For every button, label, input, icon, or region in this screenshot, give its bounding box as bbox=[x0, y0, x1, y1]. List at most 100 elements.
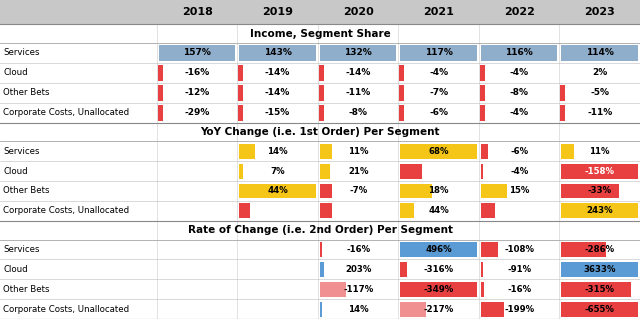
Text: 2022: 2022 bbox=[504, 7, 534, 17]
Text: -349%: -349% bbox=[424, 285, 454, 294]
Text: 157%: 157% bbox=[183, 48, 211, 57]
Bar bbox=[320, 144, 332, 159]
Text: 2021: 2021 bbox=[423, 7, 454, 17]
Text: 7%: 7% bbox=[270, 167, 285, 175]
Text: 2020: 2020 bbox=[343, 7, 374, 17]
Text: -29%: -29% bbox=[184, 108, 210, 117]
Bar bbox=[320, 164, 330, 179]
Bar bbox=[0, 181, 640, 201]
Bar bbox=[401, 282, 477, 297]
Bar bbox=[238, 85, 243, 101]
Text: -45%: -45% bbox=[427, 167, 451, 175]
Text: 44%: 44% bbox=[268, 187, 288, 196]
Bar bbox=[561, 262, 638, 277]
Text: -14%: -14% bbox=[346, 68, 371, 77]
Text: 68%: 68% bbox=[428, 147, 449, 156]
Text: Rate of Change (i.e. 2nd Order) Per Segment: Rate of Change (i.e. 2nd Order) Per Segm… bbox=[188, 225, 452, 235]
Bar bbox=[0, 221, 640, 240]
Bar bbox=[320, 45, 396, 61]
Text: -315%: -315% bbox=[585, 285, 615, 294]
Bar bbox=[0, 83, 640, 103]
Text: 2018: 2018 bbox=[182, 7, 212, 17]
Bar bbox=[0, 240, 640, 259]
Text: Corporate Costs, Unallocated: Corporate Costs, Unallocated bbox=[3, 206, 129, 215]
Bar bbox=[401, 144, 477, 159]
Text: 3633%: 3633% bbox=[584, 265, 616, 274]
Text: 2019: 2019 bbox=[262, 7, 293, 17]
Bar bbox=[0, 0, 640, 24]
Text: -217%: -217% bbox=[424, 305, 454, 314]
Bar bbox=[481, 262, 483, 277]
Bar bbox=[401, 302, 426, 316]
Bar bbox=[561, 144, 574, 159]
Bar bbox=[481, 204, 495, 218]
Bar bbox=[401, 204, 414, 218]
Text: YoY Change (i.e. 1st Order) Per Segment: YoY Change (i.e. 1st Order) Per Segment bbox=[200, 127, 440, 137]
Bar bbox=[320, 183, 332, 198]
Text: -158%: -158% bbox=[585, 167, 615, 175]
Bar bbox=[238, 65, 243, 81]
Text: -4%: -4% bbox=[429, 68, 448, 77]
Bar bbox=[401, 45, 477, 61]
Bar bbox=[481, 164, 483, 179]
Text: Cloud: Cloud bbox=[3, 68, 28, 77]
Text: 21%: 21% bbox=[348, 167, 369, 175]
Text: 11%: 11% bbox=[589, 147, 610, 156]
Text: -316%: -316% bbox=[424, 265, 454, 274]
Text: -286%: -286% bbox=[585, 245, 615, 254]
Bar bbox=[0, 279, 640, 299]
Bar bbox=[399, 105, 404, 121]
Bar bbox=[401, 164, 422, 179]
Text: -38%: -38% bbox=[346, 206, 370, 215]
Bar bbox=[481, 302, 504, 316]
Bar bbox=[481, 144, 488, 159]
Bar bbox=[399, 85, 404, 101]
Text: -6%: -6% bbox=[510, 147, 528, 156]
Bar bbox=[401, 183, 432, 198]
Text: -33%: -33% bbox=[266, 206, 290, 215]
Text: Services: Services bbox=[3, 147, 40, 156]
Text: Corporate Costs, Unallocated: Corporate Costs, Unallocated bbox=[3, 305, 129, 314]
Bar bbox=[480, 105, 485, 121]
Text: -4%: -4% bbox=[509, 108, 529, 117]
Bar bbox=[0, 161, 640, 181]
Text: 132%: 132% bbox=[344, 48, 372, 57]
Bar bbox=[480, 85, 485, 101]
Text: -33%: -33% bbox=[588, 187, 612, 196]
Text: -14%: -14% bbox=[265, 88, 291, 97]
Bar bbox=[0, 299, 640, 319]
Text: -91%: -91% bbox=[507, 265, 531, 274]
Text: 44%: 44% bbox=[428, 206, 449, 215]
Text: 14%: 14% bbox=[348, 305, 369, 314]
Text: Services: Services bbox=[3, 245, 40, 254]
Text: -16%: -16% bbox=[346, 245, 370, 254]
Bar bbox=[239, 204, 250, 218]
Text: -4%: -4% bbox=[509, 68, 529, 77]
Bar bbox=[319, 105, 324, 121]
Bar bbox=[239, 45, 316, 61]
Bar bbox=[561, 282, 630, 297]
Bar bbox=[0, 201, 640, 221]
Bar bbox=[0, 43, 640, 63]
Bar bbox=[158, 85, 163, 101]
Bar bbox=[401, 242, 477, 257]
Text: -14%: -14% bbox=[265, 68, 291, 77]
Bar bbox=[159, 45, 236, 61]
Bar bbox=[239, 183, 316, 198]
Text: -16%: -16% bbox=[507, 285, 531, 294]
Text: Income, Segment Share: Income, Segment Share bbox=[250, 29, 390, 39]
Bar bbox=[481, 282, 484, 297]
Bar bbox=[158, 65, 163, 81]
Text: -7%: -7% bbox=[349, 187, 367, 196]
Text: 18%: 18% bbox=[428, 187, 449, 196]
Bar bbox=[320, 282, 346, 297]
Bar bbox=[0, 141, 640, 161]
Text: 203%: 203% bbox=[345, 265, 371, 274]
Bar bbox=[561, 105, 566, 121]
Bar bbox=[481, 45, 557, 61]
Text: 143%: 143% bbox=[264, 48, 292, 57]
Text: -44%: -44% bbox=[507, 206, 531, 215]
Text: 496%: 496% bbox=[426, 245, 452, 254]
Bar bbox=[399, 65, 404, 81]
Text: 2%: 2% bbox=[592, 68, 607, 77]
